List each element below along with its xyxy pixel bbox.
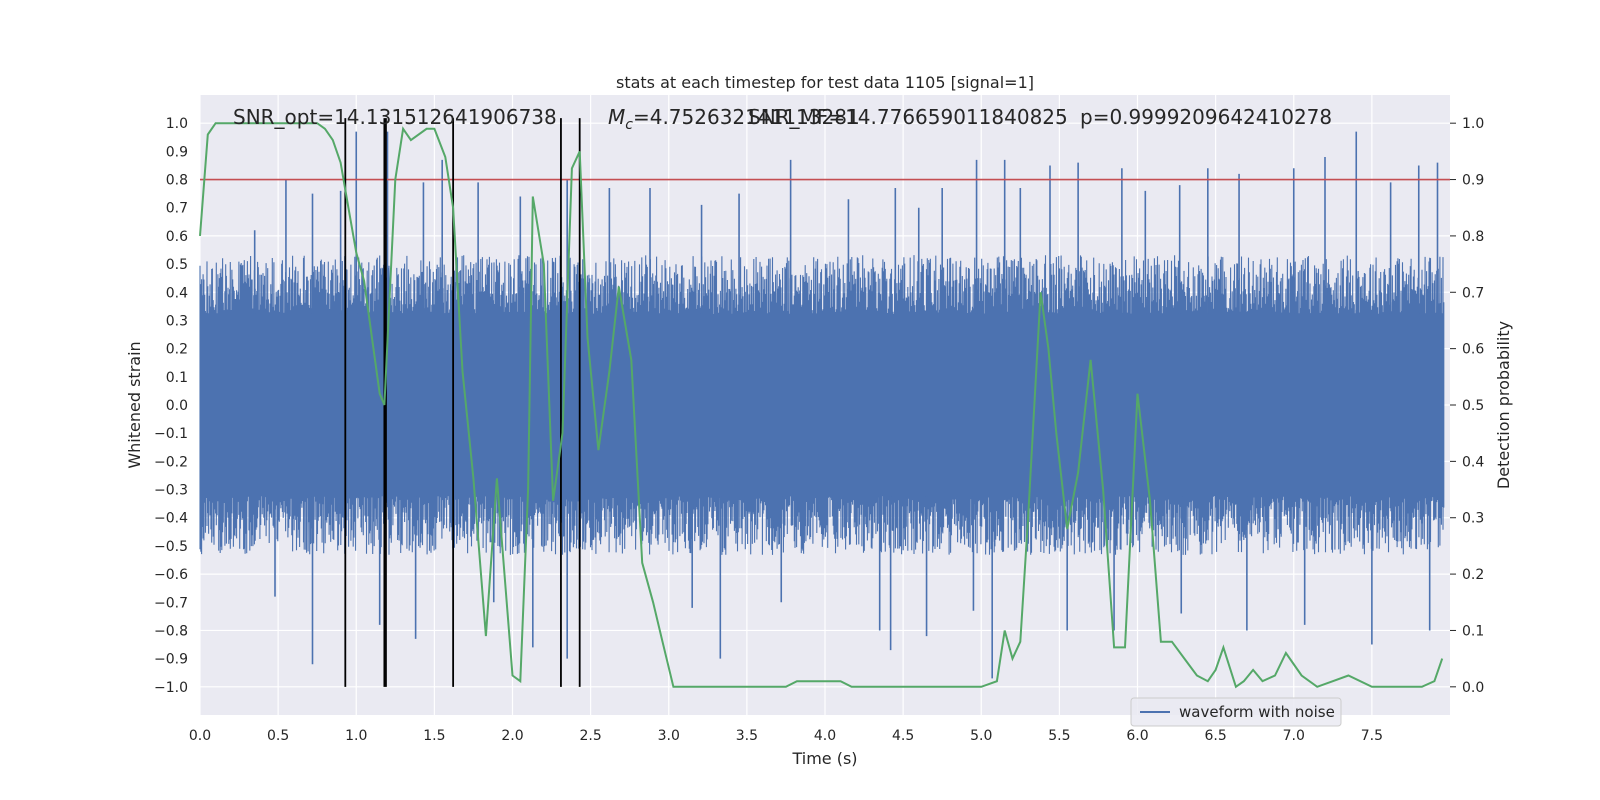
annotation-p-value: p=0.9999209642410278 bbox=[1080, 105, 1332, 129]
y-tick-label-right: 0.3 bbox=[1462, 511, 1484, 527]
y-axis-title-left: Whitened strain bbox=[125, 341, 144, 468]
y-tick-label-right: 0.0 bbox=[1462, 680, 1484, 696]
y-tick-label-right: 0.2 bbox=[1462, 567, 1484, 583]
legend: waveform with noise bbox=[1130, 697, 1342, 727]
y-tick-label-left: −0.1 bbox=[154, 426, 188, 442]
x-tick-label: 1.0 bbox=[345, 728, 367, 744]
probability-series bbox=[199, 122, 1444, 689]
y-tick-label-left: 0.2 bbox=[166, 342, 188, 358]
x-tick-label: 4.0 bbox=[814, 728, 836, 744]
y-axis-ticks-right: 1.0 0.9 0.8 0.7 0.6 0.5 0.4 0.3 0.2 0.1 0.0 bbox=[1450, 116, 1484, 696]
y-tick-label-left: −1.0 bbox=[154, 680, 188, 696]
y-tick-label-left: −0.2 bbox=[154, 454, 188, 470]
y-tick-label-left: −0.5 bbox=[154, 539, 188, 555]
annotation-chirp-mass-symbol: M bbox=[608, 105, 625, 129]
y-tick-label-left: −0.7 bbox=[154, 595, 188, 611]
x-tick-label: 7.0 bbox=[1283, 728, 1305, 744]
y-tick-label-left: 0.9 bbox=[166, 144, 188, 160]
y-tick-label-left: 0.5 bbox=[166, 257, 188, 273]
x-axis-ticks: 0.0 0.5 1.0 1.5 2.0 2.5 3.0 3.5 4.0 4.5 5.0 5.5 6.0 6… bbox=[189, 728, 1383, 744]
strain-band bbox=[200, 313, 1444, 497]
y-tick-label-left: −0.6 bbox=[154, 567, 188, 583]
y-tick-label-left: 0.0 bbox=[166, 398, 188, 414]
y-tick-label-left: 0.4 bbox=[166, 285, 188, 301]
x-tick-label: 5.0 bbox=[970, 728, 992, 744]
x-tick-label: 3.5 bbox=[736, 728, 758, 744]
probability-line bbox=[199, 122, 1444, 689]
y-tick-label-left: −0.3 bbox=[154, 483, 188, 499]
x-tick-label: 2.0 bbox=[501, 728, 523, 744]
y-tick-label-right: 0.6 bbox=[1462, 342, 1484, 358]
y-tick-label-right: 0.7 bbox=[1462, 285, 1484, 301]
x-tick-label: 2.5 bbox=[579, 728, 601, 744]
x-tick-label: 7.5 bbox=[1361, 728, 1383, 744]
x-tick-label: 3.0 bbox=[658, 728, 680, 744]
y-tick-label-right: 0.1 bbox=[1462, 623, 1484, 639]
y-tick-label-left: 0.1 bbox=[166, 370, 188, 386]
x-tick-label: 6.5 bbox=[1204, 728, 1226, 744]
x-tick-label: 4.5 bbox=[892, 728, 914, 744]
chart-title: stats at each timestep for test data 110… bbox=[616, 73, 1034, 92]
y-tick-label-left: 1.0 bbox=[166, 116, 188, 132]
y-tick-label-left: 0.6 bbox=[166, 229, 188, 245]
y-tick-label-right: 0.8 bbox=[1462, 229, 1484, 245]
y-tick-label-left: 0.3 bbox=[166, 313, 188, 329]
legend-box bbox=[1130, 697, 1342, 727]
annotation-chirp-mass: Mc=4.752632141113281 bbox=[608, 105, 860, 133]
y-tick-label-left: 0.8 bbox=[166, 173, 188, 189]
x-tick-label: 1.5 bbox=[423, 728, 445, 744]
annotation-chirp-mass-value: =4.752632141113281 bbox=[633, 105, 860, 129]
y-tick-label-left: −0.9 bbox=[154, 652, 188, 668]
x-axis-title: Time (s) bbox=[791, 749, 857, 768]
strain-series bbox=[199, 131, 1445, 679]
annotations: SNR_opt=14.131512641906738 Mc=4.75263214… bbox=[233, 105, 1332, 133]
y-tick-label-left: −0.4 bbox=[154, 511, 188, 527]
annotation-chirp-mass-subscript: c bbox=[625, 117, 633, 133]
y-tick-label-right: 0.5 bbox=[1462, 398, 1484, 414]
x-tick-label: 0.5 bbox=[267, 728, 289, 744]
y-tick-label-right: 0.9 bbox=[1462, 173, 1484, 189]
y-tick-label-right: 1.0 bbox=[1462, 116, 1484, 132]
x-tick-label: 0.0 bbox=[189, 728, 211, 744]
y-axis-title-right: Detection probability bbox=[1494, 321, 1513, 489]
y-axis-ticks-left: 1.0 0.9 0.8 0.7 0.6 0.5 0.4 0.3 0.2 0.1 0.0 −0.1 −0.… bbox=[154, 116, 188, 696]
x-tick-label: 6.0 bbox=[1126, 728, 1148, 744]
annotation-snr-opt: SNR_opt=14.131512641906738 bbox=[233, 105, 557, 129]
x-tick-label: 5.5 bbox=[1048, 728, 1070, 744]
y-tick-label-left: 0.7 bbox=[166, 201, 188, 217]
y-tick-label-right: 0.4 bbox=[1462, 454, 1484, 470]
annotation-snr-mf: SNR_MF=14.776659011840825 bbox=[748, 105, 1068, 129]
y-tick-label-left: −0.8 bbox=[154, 623, 188, 639]
legend-label-strain: waveform with noise bbox=[1179, 703, 1335, 721]
